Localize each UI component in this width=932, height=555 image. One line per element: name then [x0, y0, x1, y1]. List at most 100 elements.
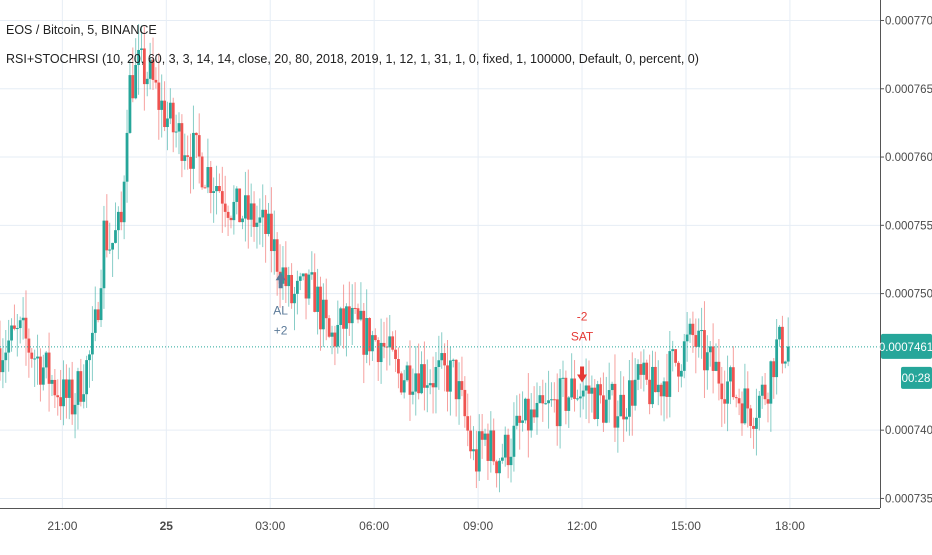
candle-body [651, 366, 654, 405]
candle-body [781, 326, 784, 364]
candle-body [223, 203, 227, 212]
candle-body [538, 395, 542, 403]
candle-body [457, 381, 461, 400]
candle-body [529, 409, 533, 431]
candle-body [463, 389, 467, 417]
candle-body [255, 222, 259, 227]
candle-body [653, 366, 657, 393]
candle-body [128, 75, 132, 133]
candle-body [526, 398, 530, 431]
indicator-legend: RSI+STOCHRSI (10, 20, 60, 3, 3, 14, 14, … [6, 52, 699, 66]
candle-body [85, 360, 89, 395]
candle-body [125, 132, 129, 182]
candle-body [353, 307, 357, 309]
candle-body [183, 155, 187, 161]
candle-body [587, 385, 591, 394]
candle-body [336, 324, 340, 347]
candle-body [39, 356, 42, 385]
candle-body [197, 135, 201, 157]
candle-body [102, 220, 106, 289]
candle-body [573, 378, 576, 399]
candle-body [70, 379, 74, 415]
candle-body [584, 385, 588, 391]
candle-body [246, 195, 250, 220]
candle-body [365, 318, 369, 355]
candle-body [339, 308, 343, 325]
candle-body [567, 397, 571, 411]
candle-body [298, 276, 302, 281]
candle-body [108, 249, 112, 251]
candle-body [293, 293, 296, 304]
candle-body [4, 352, 8, 361]
candle-body [665, 381, 669, 397]
candle-body [65, 379, 68, 398]
candle-body [659, 384, 663, 397]
candle-body [420, 364, 423, 394]
candle-body [532, 409, 536, 418]
candle-body [345, 306, 348, 329]
candle-body [105, 220, 109, 251]
sell-signal-label: -2 [577, 310, 588, 324]
countdown-label: 00:28 [902, 373, 931, 385]
candle-body [602, 395, 605, 423]
candle-body [717, 361, 721, 384]
candle-body [27, 338, 31, 353]
candle-body [0, 348, 2, 373]
candle-body [630, 380, 634, 406]
x-tick-label: 15:00 [671, 519, 701, 533]
candle-body [691, 323, 695, 336]
candle-body [440, 353, 444, 361]
candle-body [347, 306, 351, 324]
candle-body [134, 64, 138, 99]
candle-body [578, 396, 582, 399]
candle-body [775, 339, 779, 378]
candle-body [746, 388, 750, 409]
candle-body [555, 399, 559, 427]
candle-body [333, 332, 337, 347]
candle-body [466, 416, 470, 431]
candle-body [258, 217, 262, 223]
x-tick-label: 06:00 [359, 519, 389, 533]
candle-body [7, 340, 11, 353]
candle-body [757, 395, 761, 418]
candle-body [111, 242, 114, 250]
candle-body [82, 394, 86, 402]
candle-body [180, 123, 184, 161]
candle-body [379, 342, 383, 363]
candle-body [610, 383, 614, 391]
candle-body [521, 420, 524, 423]
candle-body [148, 59, 152, 79]
candle-body [448, 360, 452, 392]
candle-body [30, 352, 34, 359]
candle-body [674, 349, 677, 363]
candle-body [547, 400, 550, 404]
candle-body [397, 359, 400, 374]
candle-body [275, 239, 279, 272]
candle-body [203, 187, 207, 189]
candle-body [209, 167, 213, 193]
candle-body [423, 364, 426, 388]
x-tick-label: 09:00 [463, 519, 493, 533]
candle-body [411, 391, 415, 395]
candle-body [382, 342, 386, 347]
candle-body [590, 387, 594, 394]
candle-body [267, 213, 270, 234]
candle-body [558, 378, 562, 427]
candle-body [656, 384, 660, 393]
candle-body [720, 383, 724, 400]
candle-body [385, 346, 389, 348]
candle-body [627, 380, 631, 417]
candle-body [703, 330, 706, 371]
candle-body [235, 188, 239, 202]
candle-body [512, 425, 516, 457]
candle-body [734, 397, 738, 399]
candle-body [662, 381, 666, 397]
buy-arrow-icon [275, 272, 286, 289]
candle-body [581, 390, 585, 397]
candle-body [160, 100, 164, 110]
candle-body [1, 360, 5, 373]
